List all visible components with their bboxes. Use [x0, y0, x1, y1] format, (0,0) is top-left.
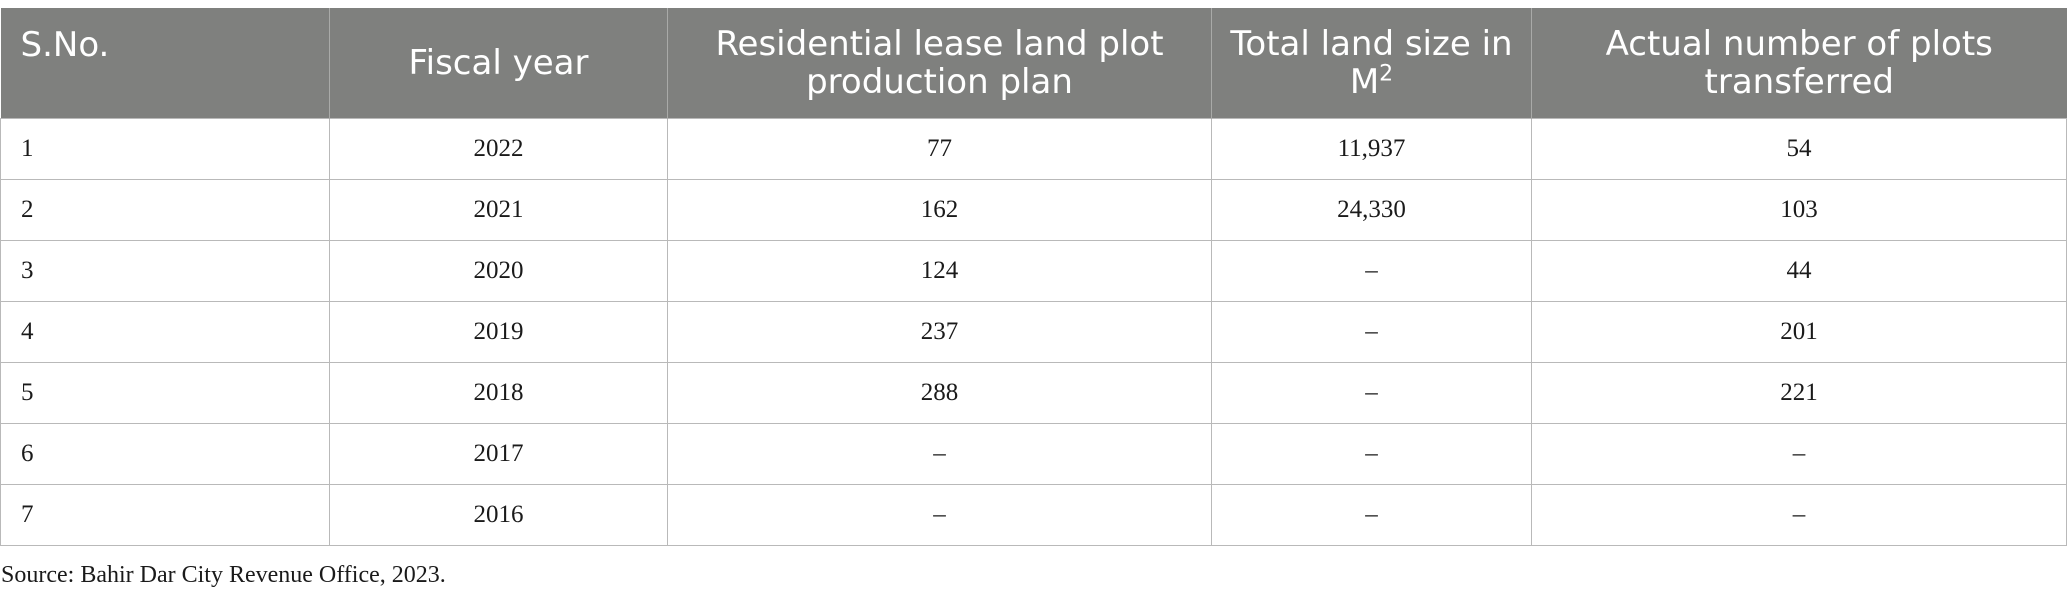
header-production-plan: Residential lease land plot production p… [667, 8, 1212, 118]
cell-fiscal-year: 2017 [329, 422, 668, 485]
cell-land-size: 24,330 [1211, 178, 1532, 241]
header-plots-transferred: Actual number of plots transferred [1531, 8, 2067, 118]
cell-sno: 3 [0, 239, 330, 302]
cell-land-size: – [1211, 422, 1532, 485]
header-land-size-text: Total land size in M [1230, 23, 1513, 102]
cell-land-size: – [1211, 239, 1532, 302]
cell-plots-transferred: 103 [1531, 178, 2067, 241]
cell-plots-transferred: 54 [1531, 117, 2067, 180]
table-body: 1 2022 77 11,937 54 2 2021 162 24,330 10… [0, 117, 2067, 546]
cell-plots-transferred: 44 [1531, 239, 2067, 302]
cell-sno: 4 [0, 300, 330, 363]
cell-plots-transferred: 221 [1531, 361, 2067, 424]
cell-production-plan: 237 [667, 300, 1212, 363]
header-fiscal-year: Fiscal year [329, 8, 668, 118]
cell-fiscal-year: 2020 [329, 239, 668, 302]
cell-fiscal-year: 2022 [329, 117, 668, 180]
header-row: S.No. Fiscal year Residential lease land… [0, 8, 2067, 118]
cell-sno: 2 [0, 178, 330, 241]
table-row: 5 2018 288 – 221 [0, 361, 2067, 424]
cell-land-size: – [1211, 483, 1532, 546]
plot-production-table: S.No. Fiscal year Residential lease land… [0, 8, 2067, 546]
table-row: 1 2022 77 11,937 54 [0, 117, 2067, 180]
cell-land-size: 11,937 [1211, 117, 1532, 180]
table-header: S.No. Fiscal year Residential lease land… [0, 8, 2067, 118]
cell-plots-transferred: 201 [1531, 300, 2067, 363]
data-table-container: S.No. Fiscal year Residential lease land… [0, 8, 2067, 546]
header-land-size: Total land size in M2 [1211, 8, 1532, 118]
cell-land-size: – [1211, 361, 1532, 424]
table-row: 3 2020 124 – 44 [0, 239, 2067, 302]
cell-production-plan: – [667, 483, 1212, 546]
cell-sno: 7 [0, 483, 330, 546]
source-note: Source: Bahir Dar City Revenue Office, 2… [1, 562, 446, 588]
table-row: 7 2016 – – – [0, 483, 2067, 546]
table-row: 6 2017 – – – [0, 422, 2067, 485]
table-row: 2 2021 162 24,330 103 [0, 178, 2067, 241]
cell-fiscal-year: 2018 [329, 361, 668, 424]
cell-fiscal-year: 2016 [329, 483, 668, 546]
table-row: 4 2019 237 – 201 [0, 300, 2067, 363]
cell-sno: 1 [0, 117, 330, 180]
cell-sno: 6 [0, 422, 330, 485]
cell-production-plan: – [667, 422, 1212, 485]
cell-fiscal-year: 2021 [329, 178, 668, 241]
cell-plots-transferred: – [1531, 422, 2067, 485]
cell-plots-transferred: – [1531, 483, 2067, 546]
cell-fiscal-year: 2019 [329, 300, 668, 363]
header-sno: S.No. [0, 8, 330, 118]
cell-land-size: – [1211, 300, 1532, 363]
cell-sno: 5 [0, 361, 330, 424]
cell-production-plan: 288 [667, 361, 1212, 424]
cell-production-plan: 124 [667, 239, 1212, 302]
header-land-size-superscript: 2 [1379, 61, 1394, 87]
cell-production-plan: 77 [667, 117, 1212, 180]
cell-production-plan: 162 [667, 178, 1212, 241]
